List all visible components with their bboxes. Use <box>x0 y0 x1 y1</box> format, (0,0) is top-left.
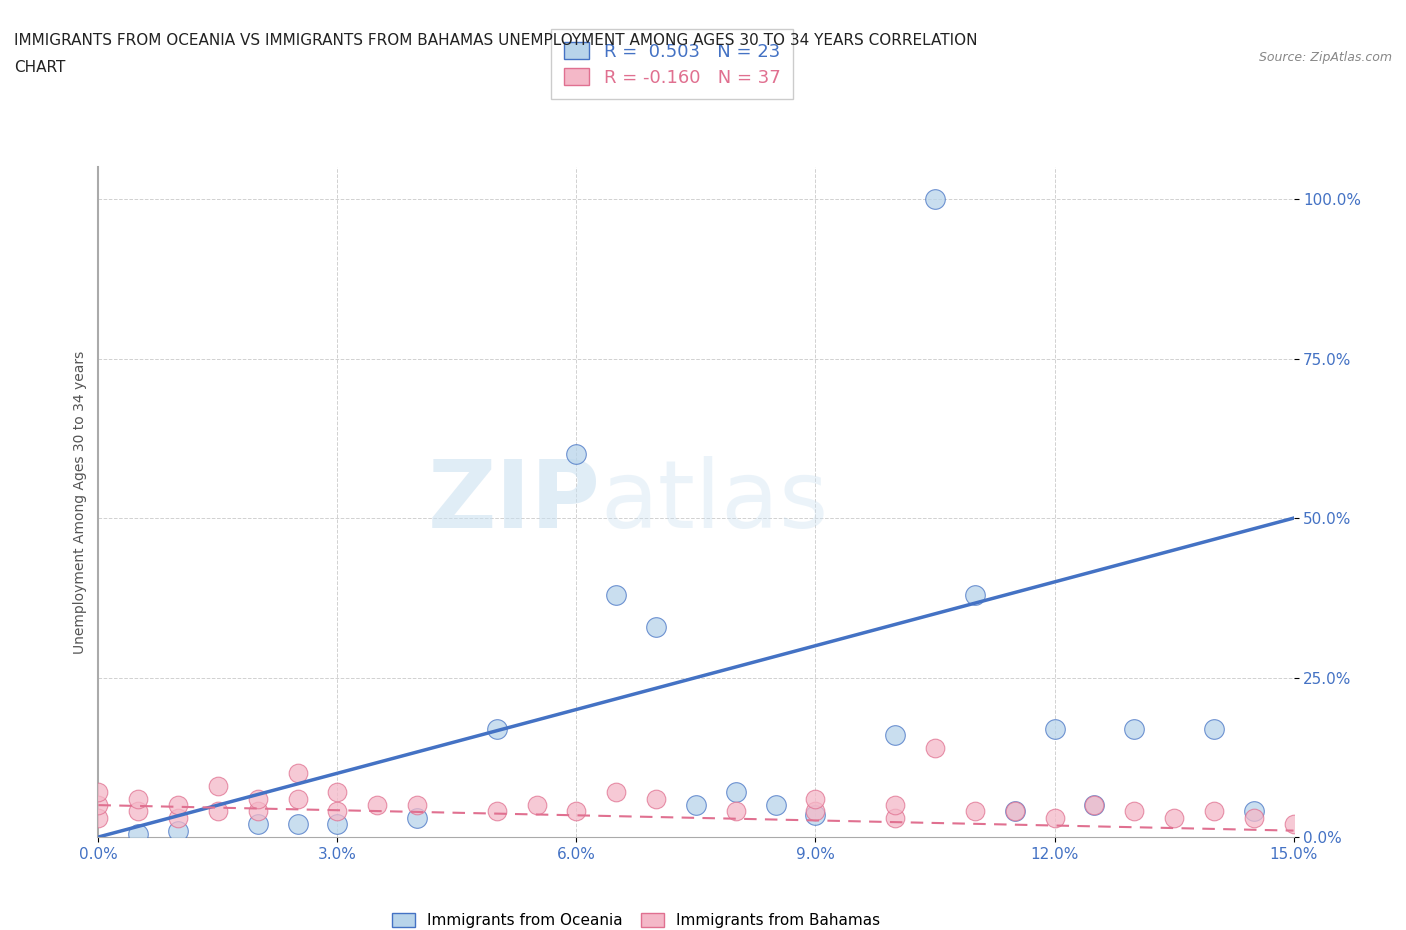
Point <box>565 804 588 819</box>
Point <box>804 807 827 822</box>
Point <box>1004 804 1026 819</box>
Text: atlas: atlas <box>600 457 828 548</box>
Point <box>963 804 986 819</box>
Text: IMMIGRANTS FROM OCEANIA VS IMMIGRANTS FROM BAHAMAS UNEMPLOYMENT AMONG AGES 30 TO: IMMIGRANTS FROM OCEANIA VS IMMIGRANTS FR… <box>14 33 977 47</box>
Point <box>1163 810 1185 825</box>
Point <box>167 823 190 838</box>
Point <box>1243 804 1265 819</box>
Point <box>526 798 548 813</box>
Point <box>406 810 429 825</box>
Point <box>1202 804 1225 819</box>
Y-axis label: Unemployment Among Ages 30 to 34 years: Unemployment Among Ages 30 to 34 years <box>73 351 87 654</box>
Point <box>1123 721 1146 736</box>
Point <box>127 791 149 806</box>
Point <box>167 798 190 813</box>
Point <box>924 740 946 755</box>
Point <box>1202 721 1225 736</box>
Point <box>207 778 229 793</box>
Point <box>724 785 747 800</box>
Point <box>884 798 907 813</box>
Point <box>1043 810 1066 825</box>
Point <box>1083 798 1105 813</box>
Point <box>87 810 110 825</box>
Point <box>326 817 349 831</box>
Point <box>406 798 429 813</box>
Point <box>804 791 827 806</box>
Point <box>246 817 269 831</box>
Text: Source: ZipAtlas.com: Source: ZipAtlas.com <box>1258 51 1392 64</box>
Point <box>326 785 349 800</box>
Text: ZIP: ZIP <box>427 457 600 548</box>
Point <box>884 727 907 742</box>
Point <box>167 810 190 825</box>
Point <box>127 804 149 819</box>
Point <box>287 817 309 831</box>
Point <box>765 798 787 813</box>
Point <box>87 785 110 800</box>
Point <box>87 798 110 813</box>
Point <box>1123 804 1146 819</box>
Text: CHART: CHART <box>14 60 66 75</box>
Point <box>287 765 309 780</box>
Point <box>605 785 627 800</box>
Point <box>884 810 907 825</box>
Legend: Immigrants from Oceania, Immigrants from Bahamas: Immigrants from Oceania, Immigrants from… <box>384 905 889 930</box>
Point <box>246 791 269 806</box>
Point <box>1282 817 1305 831</box>
Point <box>326 804 349 819</box>
Point <box>485 721 508 736</box>
Point <box>724 804 747 819</box>
Point <box>963 587 986 602</box>
Point <box>127 827 149 842</box>
Point <box>1083 798 1105 813</box>
Point <box>1243 810 1265 825</box>
Point <box>804 804 827 819</box>
Point <box>645 619 668 634</box>
Point <box>485 804 508 819</box>
Point <box>366 798 388 813</box>
Point <box>685 798 707 813</box>
Point <box>565 447 588 462</box>
Point <box>1004 804 1026 819</box>
Point <box>207 804 229 819</box>
Point <box>924 192 946 206</box>
Point <box>287 791 309 806</box>
Point <box>246 804 269 819</box>
Point <box>605 587 627 602</box>
Point <box>645 791 668 806</box>
Point <box>1043 721 1066 736</box>
